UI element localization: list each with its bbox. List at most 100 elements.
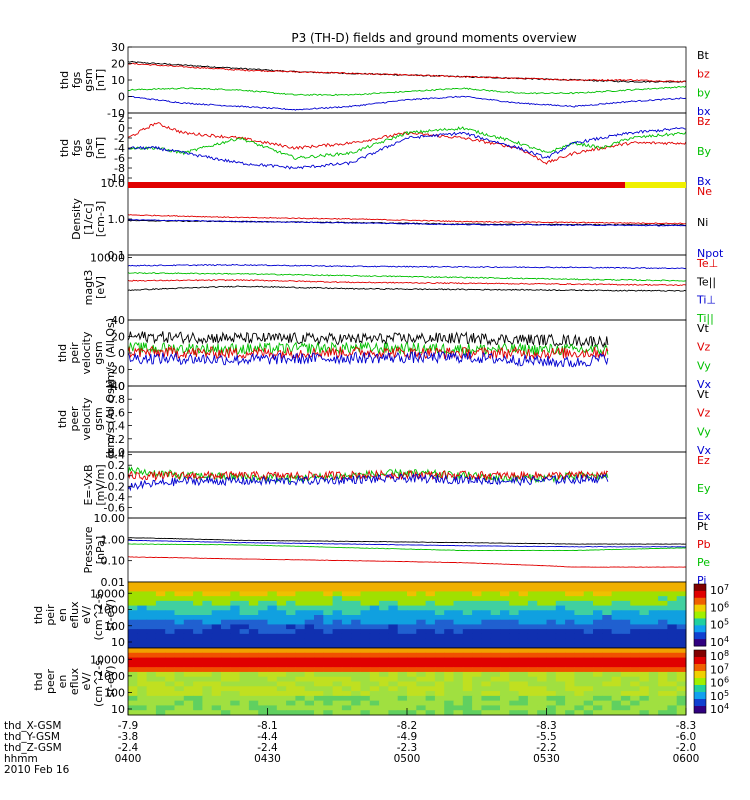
peir-en-cell [276, 586, 287, 592]
peer-en-cell [230, 700, 241, 706]
peer-en-cell [360, 648, 371, 654]
peir-en-cell [155, 600, 166, 607]
peir-en-cell [202, 586, 213, 592]
peir-en-cell [434, 624, 445, 630]
peer-en-cell [434, 652, 445, 659]
peer-en-cell [593, 657, 603, 663]
peir-en-cell [676, 610, 687, 616]
peir-en-cell [230, 591, 241, 597]
peir-en-cell [565, 633, 575, 640]
peir-en-cell [388, 619, 399, 625]
peir-en-cell [546, 638, 557, 644]
peir-en-cell [676, 633, 687, 640]
peir-en-cell [425, 596, 436, 602]
peir-en-cell [314, 633, 324, 640]
peir-en-cell [351, 615, 361, 621]
peer-en-cell [341, 710, 352, 716]
peer-en-cell [611, 676, 622, 682]
peir-en-cell [407, 605, 417, 611]
peer-en-cell [639, 662, 650, 668]
peir-en-cell [593, 582, 603, 588]
peer-en-cell [369, 676, 380, 682]
peer-en-cell [546, 681, 557, 687]
y-tick-label: 0.4 [108, 420, 126, 433]
peer-en-cell [676, 705, 687, 711]
peer-en-cell [537, 657, 547, 663]
peir-en-cell [239, 619, 250, 625]
temp-legend: Te⊥Te||Ti⊥Ti|| [696, 257, 718, 325]
peer-en-cell [239, 652, 250, 659]
peer-en-cell [416, 691, 427, 697]
x-tick-label: 0430 [254, 753, 281, 765]
peir-en-cell [332, 624, 343, 630]
peer-en-cell [137, 662, 148, 668]
peer-en-cell [434, 671, 445, 678]
peer-en-cell [267, 681, 278, 687]
peer-en-cell [258, 686, 268, 692]
colorbar-segment [694, 632, 706, 640]
peir-en-cell [267, 586, 278, 592]
peir-en-cell [593, 643, 603, 649]
peer-en-cell [379, 691, 389, 697]
peir-en-cell [341, 633, 352, 640]
peir-en-cell [193, 633, 203, 640]
peer-en-cell [258, 648, 268, 654]
peer-en-cell [304, 662, 315, 668]
peir-en-cell [453, 615, 464, 621]
peer-en-cell [574, 676, 585, 682]
peir-en-cell [555, 643, 566, 649]
peir-en-cell [667, 591, 678, 597]
peer-en-cell [639, 652, 650, 659]
peer-en-cell [267, 662, 278, 668]
peer-en-cell [602, 676, 613, 682]
legend-entry: Te⊥ [696, 257, 718, 270]
x-row-label: hhmm [4, 753, 38, 765]
peer-en-cell [155, 652, 166, 659]
peer-en-cell [369, 648, 380, 654]
peer-en-cell [323, 705, 334, 711]
peir-en-cell [248, 600, 259, 607]
peir-en-cell [379, 591, 389, 597]
peir-en-cell [295, 619, 306, 625]
peir-en-cell [286, 605, 296, 611]
peer-en-cell [239, 705, 250, 711]
peer-en-cell [574, 686, 585, 692]
series-line-Pb [128, 556, 686, 568]
ylabel-line: eV/ [80, 606, 93, 624]
peer-en-cell [286, 710, 296, 716]
peir-en-cell [314, 643, 324, 649]
peir-en-cell [546, 582, 557, 588]
peer-en-cell [146, 710, 157, 716]
peer-en-cell [230, 657, 241, 663]
peer-en-cell [183, 671, 194, 678]
series-line-bx [128, 95, 686, 111]
peir-en-cell [583, 610, 594, 616]
peir-en-cell [304, 610, 315, 616]
peir-en-cell [583, 586, 594, 592]
peir-en-cell [667, 633, 678, 640]
peir-en-cell [500, 619, 510, 625]
peer-en-cell [332, 695, 343, 702]
peer-en-cell [434, 710, 445, 716]
peer-en-cell [500, 662, 510, 668]
peer-en-cell [509, 691, 520, 697]
colorbar-frame [693, 649, 707, 714]
peer-en-cell [462, 662, 473, 668]
peir-en-cell [202, 582, 213, 588]
peer-en-cell [658, 686, 668, 692]
peir-en-cell [639, 633, 650, 640]
peer-en-cell [546, 671, 557, 678]
peir-en-cell [351, 605, 361, 611]
peir-en-cell [453, 600, 464, 607]
peer-en-cell [425, 691, 436, 697]
ylabel-line: thd [32, 606, 45, 624]
peir-en-cell [620, 638, 631, 644]
peer-en-cell [518, 691, 529, 697]
peer-en-cell [434, 657, 445, 663]
peir-en-cell [593, 591, 603, 597]
peir-en-cell [369, 633, 380, 640]
peer-en-cell [518, 667, 529, 673]
y-tick-label: 0 [118, 91, 125, 104]
